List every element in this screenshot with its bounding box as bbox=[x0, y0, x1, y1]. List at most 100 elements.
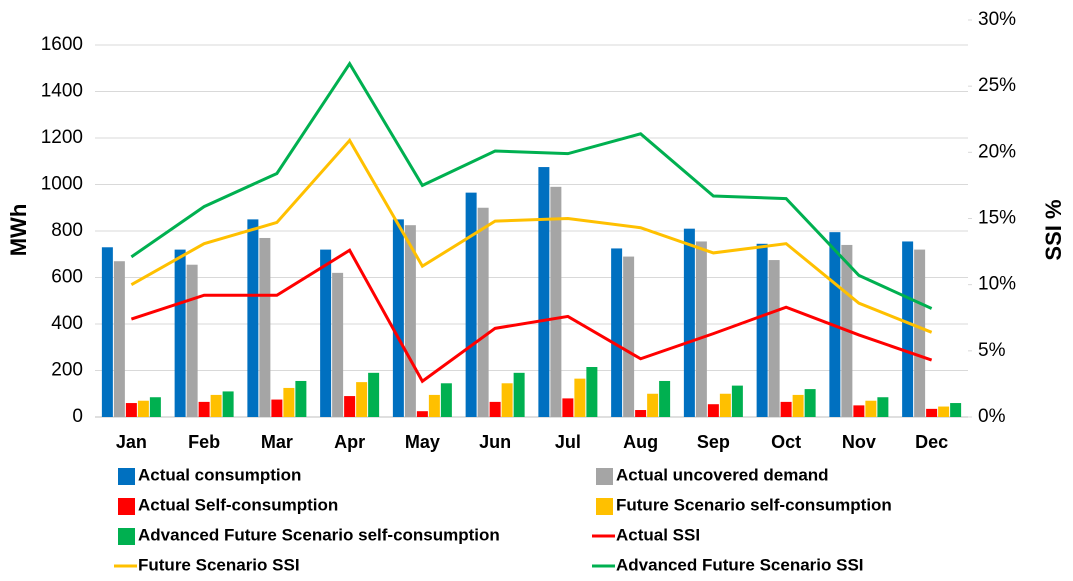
bar bbox=[731, 385, 743, 417]
bar bbox=[950, 403, 962, 417]
y2-tick-label: 5% bbox=[978, 340, 1006, 361]
y-tick-label: 1200 bbox=[41, 127, 83, 148]
y2-axis-title: SSI % bbox=[1041, 199, 1066, 260]
bar bbox=[101, 247, 113, 417]
bar bbox=[283, 387, 295, 417]
bar bbox=[113, 261, 125, 417]
y2-tick-label: 25% bbox=[978, 75, 1016, 96]
x-tick-label: Oct bbox=[771, 432, 801, 452]
y2-tick-label: 30% bbox=[978, 9, 1016, 30]
bar bbox=[210, 394, 222, 417]
y-tick-label: 0 bbox=[72, 406, 83, 427]
legend-label: Advanced Future Scenario self-consumptio… bbox=[138, 525, 500, 544]
bar bbox=[902, 241, 914, 417]
x-tick-label: Dec bbox=[915, 432, 948, 452]
bar bbox=[174, 249, 186, 417]
bar bbox=[271, 399, 283, 417]
legend-swatch bbox=[118, 498, 135, 515]
bar bbox=[368, 372, 380, 417]
y-tick-label: 1000 bbox=[41, 174, 83, 195]
bar bbox=[416, 411, 428, 417]
bar bbox=[332, 272, 344, 417]
bar bbox=[635, 410, 647, 417]
x-tick-label: May bbox=[405, 432, 440, 452]
bar bbox=[719, 393, 731, 417]
bar bbox=[574, 378, 586, 417]
legend-label: Future Scenario SSI bbox=[138, 555, 300, 574]
bar bbox=[149, 397, 161, 417]
legend-label: Advanced Future Scenario SSI bbox=[616, 555, 864, 574]
bar bbox=[792, 394, 804, 417]
bar bbox=[914, 249, 926, 417]
bar bbox=[404, 225, 416, 417]
bar bbox=[804, 389, 816, 417]
y2-tick-label: 20% bbox=[978, 141, 1016, 162]
bar bbox=[865, 400, 877, 417]
legend-label: Future Scenario self-consumption bbox=[616, 495, 892, 514]
legend-label: Actual SSI bbox=[616, 525, 700, 544]
legend-swatch bbox=[118, 528, 135, 545]
bar bbox=[186, 264, 198, 417]
bar bbox=[356, 382, 368, 417]
bar bbox=[683, 228, 695, 417]
legend-label: Actual consumption bbox=[138, 465, 301, 484]
bar bbox=[392, 219, 404, 417]
bar bbox=[756, 243, 768, 417]
bar bbox=[477, 207, 489, 417]
bar bbox=[926, 408, 938, 417]
y-tick-label: 600 bbox=[51, 267, 83, 288]
line bbox=[130, 60, 933, 310]
bar bbox=[320, 249, 332, 417]
y-tick-label: 400 bbox=[51, 313, 83, 334]
bar bbox=[344, 396, 356, 417]
bar bbox=[198, 401, 210, 417]
bar bbox=[489, 401, 501, 417]
bar bbox=[259, 237, 271, 417]
legend-label: Actual Self-consumption bbox=[138, 495, 338, 514]
bar bbox=[707, 404, 719, 417]
bar bbox=[465, 192, 477, 417]
x-tick-label: Sep bbox=[697, 432, 730, 452]
bar bbox=[623, 256, 635, 417]
y-axis-title: MWh bbox=[6, 204, 31, 257]
legend-swatch bbox=[596, 468, 613, 485]
bar bbox=[647, 393, 659, 417]
line bbox=[130, 248, 933, 384]
x-tick-label: Apr bbox=[334, 432, 365, 452]
x-tick-label: Aug bbox=[623, 432, 658, 452]
legend-swatch bbox=[118, 468, 135, 485]
bar bbox=[877, 397, 889, 417]
y-tick-label: 200 bbox=[51, 360, 83, 381]
x-tick-label: Mar bbox=[261, 432, 293, 452]
bar bbox=[562, 398, 574, 417]
bar bbox=[137, 400, 149, 417]
y-tick-label: 800 bbox=[51, 220, 83, 241]
x-tick-label: Nov bbox=[842, 432, 876, 452]
bar bbox=[695, 241, 707, 417]
y2-tick-label: 15% bbox=[978, 208, 1016, 229]
bar bbox=[222, 391, 234, 417]
bar bbox=[768, 260, 780, 417]
bar bbox=[513, 372, 525, 417]
bar bbox=[125, 403, 137, 417]
y2-tick-label: 10% bbox=[978, 274, 1016, 295]
bar bbox=[247, 219, 259, 417]
x-tick-label: Jul bbox=[555, 432, 581, 452]
x-tick-label: Jun bbox=[479, 432, 511, 452]
bar bbox=[440, 383, 452, 417]
bar bbox=[501, 383, 513, 417]
line bbox=[130, 137, 933, 334]
legend-label: Actual uncovered demand bbox=[616, 465, 829, 484]
x-tick-label: Feb bbox=[188, 432, 220, 452]
bar bbox=[550, 186, 562, 417]
bar bbox=[586, 367, 598, 417]
x-tick-label: Jan bbox=[116, 432, 147, 452]
bar bbox=[295, 380, 307, 417]
y-tick-label: 1400 bbox=[41, 81, 83, 102]
bar bbox=[938, 406, 950, 417]
bar bbox=[780, 401, 792, 417]
bar bbox=[538, 167, 550, 417]
bar bbox=[659, 380, 671, 417]
